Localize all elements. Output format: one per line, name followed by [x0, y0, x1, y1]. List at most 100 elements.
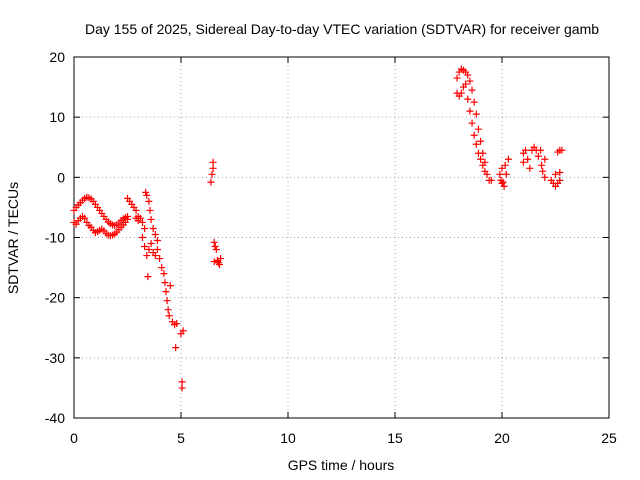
data-point [487, 176, 495, 184]
data-point [534, 152, 542, 160]
data-point [466, 77, 474, 85]
data-point [556, 176, 564, 184]
data-point [147, 240, 155, 248]
data-point [472, 140, 480, 148]
data-point [539, 167, 547, 175]
data-point [558, 146, 566, 154]
data-point [217, 255, 225, 263]
data-point [453, 74, 461, 82]
data-point [136, 214, 144, 222]
data-point [209, 158, 217, 166]
data-point [468, 86, 476, 94]
data-point [162, 288, 170, 296]
data-point [143, 191, 151, 199]
data-point [211, 243, 219, 251]
data-point [474, 125, 482, 133]
data-point [142, 188, 150, 196]
data-point [141, 224, 149, 232]
data-point [457, 89, 465, 97]
data-point [524, 155, 532, 163]
data-point [72, 220, 80, 228]
data-point [470, 131, 478, 139]
y-tick-label: 20 [49, 49, 65, 65]
data-point [145, 246, 153, 254]
y-tick-label: -30 [45, 350, 65, 366]
data-point [498, 164, 506, 172]
x-tick-label: 5 [177, 430, 185, 446]
data-point [166, 282, 174, 290]
data-point [138, 218, 146, 226]
y-axis-label: SDTVAR / TECUs [5, 182, 21, 294]
data-point [172, 344, 180, 352]
x-axis-label: GPS time / hours [288, 457, 395, 473]
data-point [161, 279, 169, 287]
x-tick-label: 0 [70, 430, 78, 446]
data-point [124, 215, 131, 223]
data-point [207, 178, 215, 186]
data-point [178, 384, 186, 392]
data-point [145, 197, 153, 205]
data-point [470, 98, 478, 106]
data-point [163, 297, 171, 305]
x-tick-label: 20 [494, 430, 510, 446]
y-tick-label: -10 [45, 230, 65, 246]
x-tick-label: 25 [601, 430, 617, 446]
data-point [209, 164, 217, 172]
data-point [153, 246, 161, 254]
data-point [138, 234, 146, 241]
data-point [483, 170, 491, 178]
data-point [165, 312, 173, 320]
data-point [151, 230, 159, 238]
data-point [541, 155, 549, 163]
data-point [208, 170, 216, 178]
data-point [522, 146, 530, 154]
y-tick-label: 10 [49, 109, 65, 125]
data-point [141, 243, 149, 251]
data-point [468, 119, 476, 127]
chart-title: Day 155 of 2025, Sidereal Day-to-day VTE… [85, 21, 599, 37]
x-tick-label: 10 [280, 430, 296, 446]
data-point [146, 206, 154, 214]
data-point [537, 146, 545, 154]
y-tick-label: -40 [45, 410, 65, 426]
data-point [479, 149, 487, 157]
data-point [500, 182, 508, 190]
data-point [499, 178, 507, 186]
y-axis-ticks: -40 -30 -20 -10 0 10 20 [45, 49, 609, 426]
data-point [144, 273, 152, 281]
data-point [149, 224, 157, 232]
data-point [132, 206, 140, 214]
data-point [541, 173, 549, 181]
data-point [496, 170, 504, 178]
data-point [179, 327, 187, 335]
data-point [464, 95, 472, 103]
y-tick-label: 0 [57, 169, 65, 185]
data-point [164, 306, 172, 314]
data-point [151, 252, 159, 260]
data-point [501, 161, 509, 169]
data-points [70, 65, 566, 392]
data-point [556, 169, 564, 177]
data-point [464, 71, 472, 79]
y-tick-label: -20 [45, 290, 65, 306]
data-point [158, 264, 166, 272]
data-point [552, 170, 559, 178]
data-point [156, 255, 164, 263]
grid [74, 57, 609, 418]
data-point [143, 252, 151, 260]
data-point [477, 155, 485, 163]
data-point [481, 158, 489, 166]
data-point [462, 80, 470, 88]
data-point [216, 261, 224, 269]
data-point [173, 320, 181, 328]
data-point [472, 110, 480, 118]
data-point [160, 270, 168, 278]
x-tick-label: 15 [387, 430, 403, 446]
data-point [502, 170, 510, 178]
data-point [153, 237, 161, 245]
x-axis-ticks: 0 5 10 15 20 25 [70, 57, 617, 446]
data-point [178, 378, 186, 386]
data-point [210, 258, 218, 266]
data-point [519, 158, 527, 166]
data-point [504, 155, 512, 163]
